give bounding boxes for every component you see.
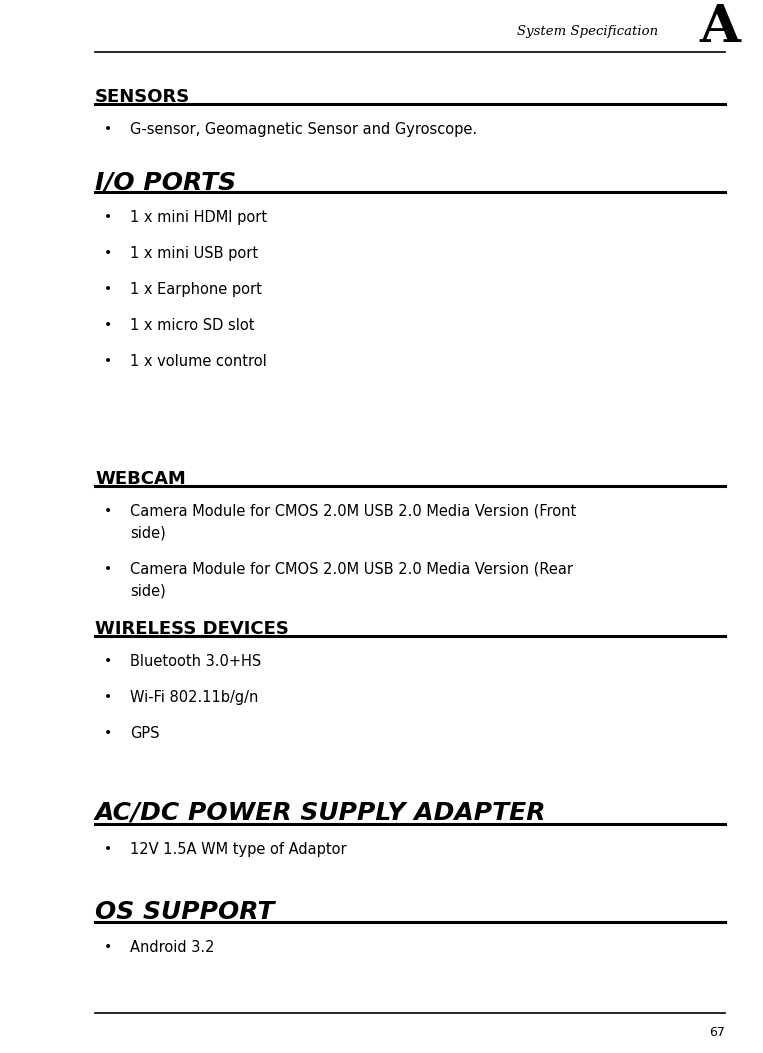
Text: 67: 67 xyxy=(709,1027,725,1039)
Text: AC/DC POWER SUPPLY ADAPTER: AC/DC POWER SUPPLY ADAPTER xyxy=(95,800,546,824)
Text: I/O PORTS: I/O PORTS xyxy=(95,170,236,194)
Text: 1 x mini USB port: 1 x mini USB port xyxy=(130,246,258,261)
Text: side): side) xyxy=(130,526,166,541)
Text: WIRELESS DEVICES: WIRELESS DEVICES xyxy=(95,620,289,638)
Text: •: • xyxy=(104,354,112,367)
Text: 1 x micro SD slot: 1 x micro SD slot xyxy=(130,318,255,333)
Text: •: • xyxy=(104,726,112,740)
Text: G-sensor, Geomagnetic Sensor and Gyroscope.: G-sensor, Geomagnetic Sensor and Gyrosco… xyxy=(130,122,477,137)
Text: •: • xyxy=(104,654,112,668)
Text: •: • xyxy=(104,690,112,704)
Text: side): side) xyxy=(130,584,166,599)
Text: System Specification: System Specification xyxy=(517,25,658,39)
Text: •: • xyxy=(104,504,112,518)
Text: •: • xyxy=(104,282,112,296)
Text: •: • xyxy=(104,318,112,332)
Text: •: • xyxy=(104,122,112,136)
Text: Wi-Fi 802.11b/g/n: Wi-Fi 802.11b/g/n xyxy=(130,690,259,706)
Text: Camera Module for CMOS 2.0M USB 2.0 Media Version (Rear: Camera Module for CMOS 2.0M USB 2.0 Medi… xyxy=(130,562,573,577)
Text: 1 x volume control: 1 x volume control xyxy=(130,354,267,369)
Text: Android 3.2: Android 3.2 xyxy=(130,940,214,955)
Text: •: • xyxy=(104,842,112,856)
Text: •: • xyxy=(104,246,112,260)
Text: •: • xyxy=(104,940,112,954)
Text: •: • xyxy=(104,210,112,224)
Text: 1 x mini HDMI port: 1 x mini HDMI port xyxy=(130,210,267,225)
Text: Bluetooth 3.0+HS: Bluetooth 3.0+HS xyxy=(130,654,261,669)
Text: 12V 1.5A WM type of Adaptor: 12V 1.5A WM type of Adaptor xyxy=(130,842,346,857)
Text: SENSORS: SENSORS xyxy=(95,88,190,106)
Text: 1 x Earphone port: 1 x Earphone port xyxy=(130,282,262,297)
Text: •: • xyxy=(104,562,112,576)
Text: OS SUPPORT: OS SUPPORT xyxy=(95,900,275,923)
Text: GPS: GPS xyxy=(130,726,159,741)
Text: WEBCAM: WEBCAM xyxy=(95,470,185,488)
Text: Camera Module for CMOS 2.0M USB 2.0 Media Version (Front: Camera Module for CMOS 2.0M USB 2.0 Medi… xyxy=(130,504,576,519)
Text: A: A xyxy=(700,2,740,54)
